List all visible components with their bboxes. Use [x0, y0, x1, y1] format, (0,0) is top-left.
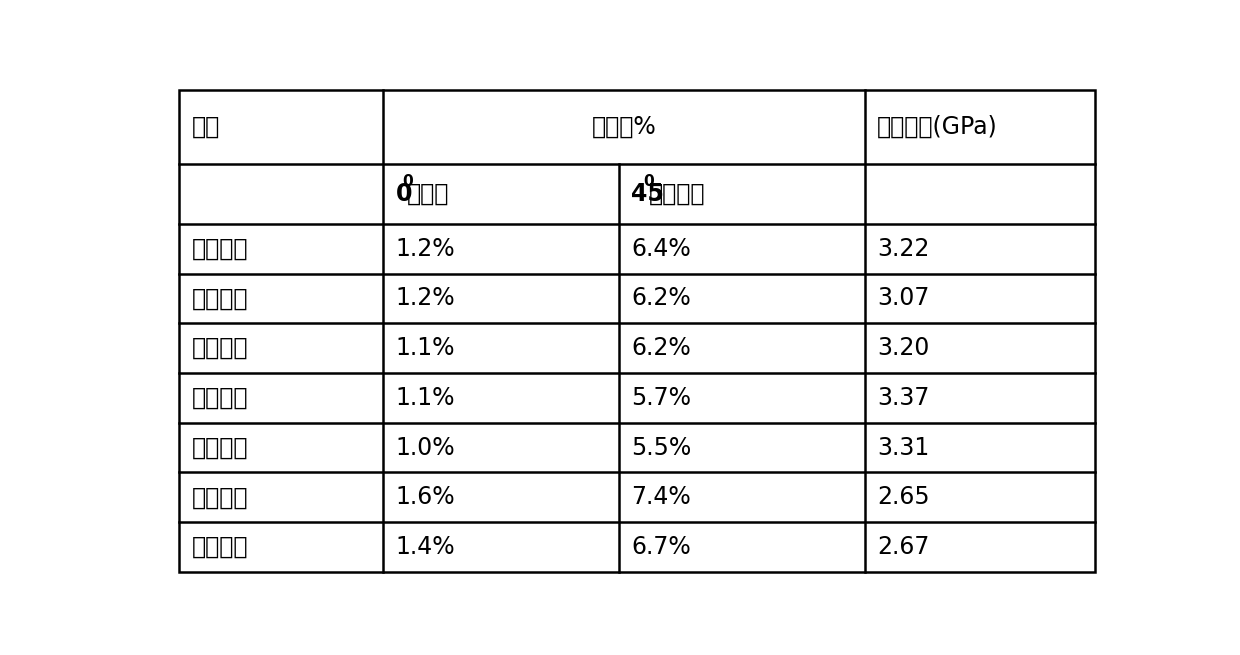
Text: 3.22: 3.22 — [877, 236, 930, 261]
Text: 0: 0 — [396, 182, 412, 206]
Text: 1.2%: 1.2% — [396, 286, 455, 310]
Text: 样品: 样品 — [191, 115, 219, 139]
Text: 弯曲模量(GPa): 弯曲模量(GPa) — [877, 115, 998, 139]
Text: 6.4%: 6.4% — [631, 236, 691, 261]
Text: 入射角: 入射角 — [407, 182, 449, 206]
Text: 实施例四: 实施例四 — [191, 386, 248, 410]
Text: 2.65: 2.65 — [877, 485, 930, 510]
Text: 7.4%: 7.4% — [631, 485, 691, 510]
Text: 1.1%: 1.1% — [396, 386, 455, 410]
Text: 实施例三: 实施例三 — [191, 336, 248, 360]
Text: 6.2%: 6.2% — [631, 336, 691, 360]
Text: 45: 45 — [631, 182, 663, 206]
Text: 3.20: 3.20 — [877, 336, 930, 360]
Text: 5.7%: 5.7% — [631, 386, 691, 410]
Text: 度入射角: 度入射角 — [649, 182, 706, 206]
Text: 3.37: 3.37 — [877, 386, 930, 410]
Text: 1.2%: 1.2% — [396, 236, 455, 261]
Text: 6.7%: 6.7% — [631, 535, 691, 559]
Text: 透射率%: 透射率% — [591, 115, 656, 139]
Text: 实施例一: 实施例一 — [191, 236, 248, 261]
Text: 0: 0 — [402, 174, 413, 189]
Text: 2.67: 2.67 — [877, 535, 930, 559]
Text: 1.0%: 1.0% — [396, 436, 455, 460]
Text: 1.1%: 1.1% — [396, 336, 455, 360]
Text: 6.2%: 6.2% — [631, 286, 691, 310]
Text: 0: 0 — [644, 174, 655, 189]
Text: 实施例五: 实施例五 — [191, 436, 248, 460]
Text: 5.5%: 5.5% — [631, 436, 692, 460]
Text: 对比例一: 对比例一 — [191, 485, 248, 510]
Text: 1.4%: 1.4% — [396, 535, 455, 559]
Text: 对比例二: 对比例二 — [191, 535, 248, 559]
Text: 1.6%: 1.6% — [396, 485, 455, 510]
Text: 实施例二: 实施例二 — [191, 286, 248, 310]
Text: 3.31: 3.31 — [877, 436, 929, 460]
Text: 3.07: 3.07 — [877, 286, 930, 310]
